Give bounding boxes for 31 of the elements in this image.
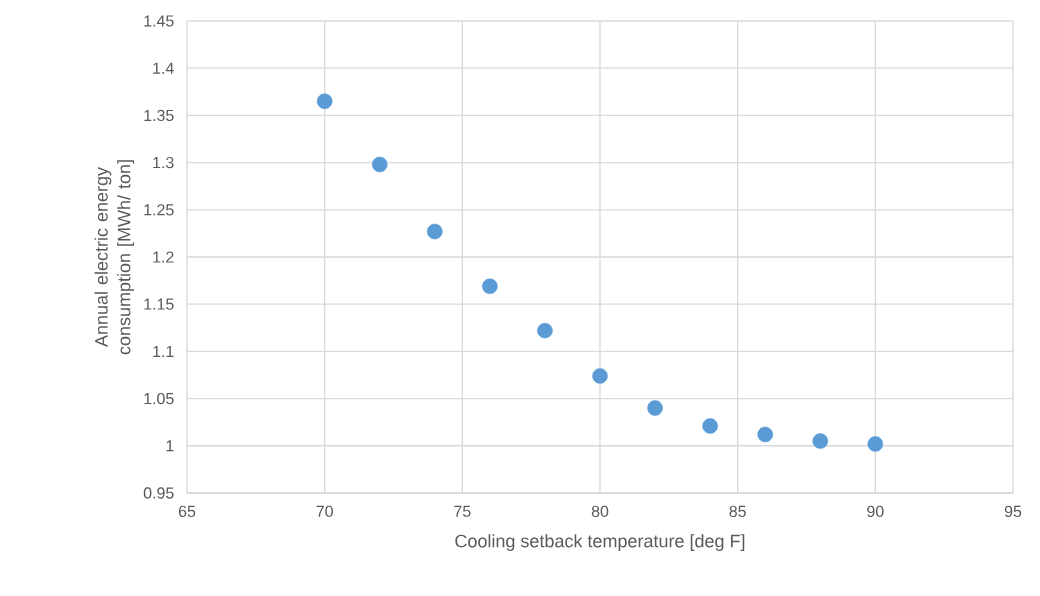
point [316,93,333,109]
x-tick-label: 85 [729,505,746,518]
point [537,322,553,339]
y-tick-label: 1.3 [153,156,174,169]
x-axis-title: Cooling setback temperature [deg F] [455,534,745,551]
point [482,278,498,295]
x-tick-label: 80 [591,505,609,518]
y-tick-label: 0.95 [143,487,174,499]
y-axis-title: Annual electric energy consumption [MWh/ ton] [94,160,135,355]
point [867,436,884,452]
y-tick-label: 1.35 [144,109,174,122]
point [371,156,388,173]
point [812,433,829,449]
point [427,223,443,240]
x-tick-label: 75 [454,505,471,517]
x-tick-label: 65 [178,505,196,518]
x-tick-label: 90 [867,505,884,518]
y-tick-label: 1.15 [144,298,174,310]
point [757,426,773,443]
y-tick-label: 1.4 [153,62,174,74]
y-tick-label: 1.2 [153,251,174,263]
y-tick-label: 1.25 [144,204,174,216]
point [647,400,663,416]
y-tick-label: 1 [166,440,174,452]
y-tick-label: 1.05 [144,392,174,405]
y-tick-label: 1.45 [144,15,174,27]
point [702,418,718,434]
point [592,368,608,384]
x-tick-label: 95 [1004,505,1022,518]
x-tick-label: 70 [316,505,333,518]
y-tick-label: 1.1 [153,345,174,357]
